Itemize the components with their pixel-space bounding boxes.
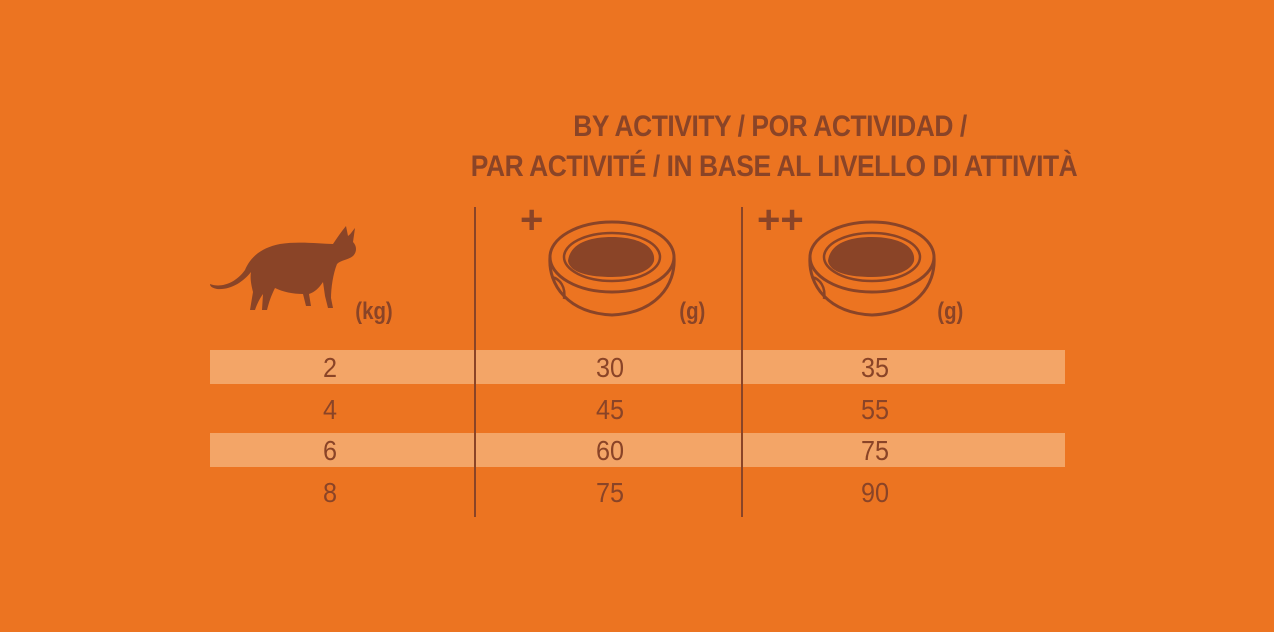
high-activity-symbol: ++	[757, 198, 804, 242]
food-bowl-icon	[808, 220, 936, 317]
table-cell-low: 30	[595, 352, 625, 383]
table-cell-weight: 4	[322, 394, 338, 425]
food-bowl-icon	[548, 220, 676, 317]
table-cell-weight: 6	[322, 435, 338, 466]
low-activity-symbol: +	[520, 198, 544, 242]
table-cell-high: 55	[860, 394, 890, 425]
table-cell-high: 75	[860, 435, 890, 466]
row-band	[210, 350, 1065, 384]
column-divider	[474, 207, 476, 517]
table-cell-low: 75	[595, 477, 625, 508]
table-cell-weight: 8	[322, 477, 338, 508]
table-cell-high: 35	[860, 352, 890, 383]
low-activity-unit: (g)	[679, 298, 706, 325]
table-cell-high: 90	[860, 477, 890, 508]
column-divider	[741, 207, 743, 517]
table-cell-low: 45	[595, 394, 625, 425]
row-band	[210, 433, 1065, 467]
title-line-1: BY ACTIVITY / POR ACTIVIDAD /	[573, 110, 967, 143]
table-cell-low: 60	[595, 435, 625, 466]
title-line-2: PAR ACTIVITÉ / IN BASE AL LIVELLO DI ATT…	[470, 150, 1078, 183]
table-cell-weight: 2	[322, 352, 338, 383]
high-activity-unit: (g)	[937, 298, 964, 325]
weight-unit: (kg)	[355, 298, 393, 325]
cat-icon	[210, 226, 356, 310]
